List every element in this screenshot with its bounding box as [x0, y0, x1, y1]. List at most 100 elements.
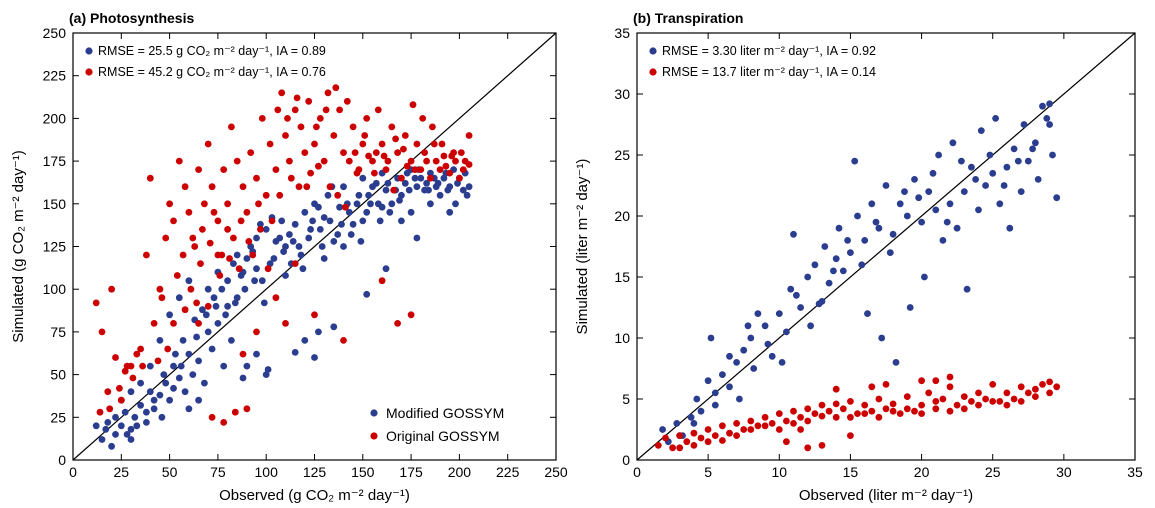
data-point [1014, 157, 1022, 165]
data-point [143, 251, 150, 259]
data-point [239, 374, 247, 382]
data-point [868, 407, 876, 415]
data-point [189, 371, 197, 378]
data-point [423, 157, 430, 165]
data-point [231, 299, 239, 307]
data-point [977, 127, 985, 134]
data-point [104, 388, 112, 396]
identity-line [72, 32, 557, 461]
x-tick-label: 35 [1127, 464, 1143, 480]
data-point [761, 413, 769, 421]
data-point [935, 151, 942, 159]
data-point [357, 238, 365, 245]
data-point [133, 422, 141, 430]
data-point [861, 237, 869, 244]
data-point [889, 230, 897, 238]
data-point [204, 302, 212, 310]
data-point [181, 183, 189, 191]
data-point [230, 260, 237, 267]
data-point [989, 381, 997, 388]
y-axis-label: Simulated (g CO₂ m⁻² day⁻¹) [10, 150, 27, 343]
data-point [407, 157, 415, 165]
data-point [220, 362, 228, 370]
data-point [448, 152, 456, 160]
data-point [253, 174, 260, 182]
data-point [262, 191, 270, 199]
data-point [918, 218, 925, 226]
data-point [320, 157, 328, 165]
data-point [400, 145, 407, 153]
series-modified [92, 166, 473, 450]
data-point [330, 238, 338, 245]
data-point [432, 157, 440, 165]
data-point [733, 432, 740, 439]
data-point [442, 162, 450, 170]
data-point [413, 183, 421, 191]
data-point [340, 337, 347, 344]
x-tick-label: 25 [114, 464, 130, 480]
data-point [434, 179, 442, 187]
data-point [398, 174, 405, 182]
data-point [711, 401, 719, 409]
data-point [146, 174, 154, 182]
data-point [958, 157, 965, 165]
data-point [932, 206, 940, 214]
data-point [127, 425, 135, 433]
data-point [150, 396, 158, 404]
data-point [452, 200, 459, 208]
data-point [903, 212, 911, 220]
data-point [222, 311, 230, 319]
data-point [293, 94, 301, 102]
data-point [790, 230, 797, 238]
y-tick-label: 10 [614, 330, 630, 346]
data-point [276, 191, 284, 199]
data-point [851, 157, 859, 165]
series-original [654, 373, 1061, 452]
data-point [270, 255, 278, 262]
data-point [253, 265, 260, 273]
x-tick-label: 25 [985, 464, 1001, 480]
data-point [257, 226, 264, 233]
data-point [1046, 100, 1053, 108]
data-point [932, 405, 940, 413]
data-point [206, 239, 214, 247]
data-point [241, 285, 249, 293]
data-point [311, 354, 318, 361]
data-point [854, 212, 861, 220]
data-point [170, 384, 177, 392]
data-point [257, 220, 264, 228]
data-point [193, 299, 201, 307]
data-point [220, 419, 228, 426]
data-point [446, 169, 454, 177]
data-point [274, 106, 282, 114]
data-point [367, 200, 374, 208]
data-point [775, 310, 783, 317]
stat-text: RMSE = 3.30 liter m⁻² day⁻¹, IA = 0.92 [662, 44, 876, 58]
x-tick-label: 0 [633, 464, 641, 480]
data-point [137, 379, 145, 387]
data-point [783, 438, 790, 446]
series-original [92, 84, 473, 426]
data-point [875, 395, 883, 403]
data-point [465, 132, 473, 139]
data-point [258, 277, 266, 285]
data-point [197, 260, 204, 267]
y-tick-label: 20 [614, 208, 630, 224]
data-point [338, 220, 345, 228]
stat-text: RMSE = 45.2 g CO₂ m⁻² day⁻¹, IA = 0.76 [98, 65, 326, 79]
data-point [1010, 145, 1018, 153]
data-point [108, 285, 115, 293]
data-point [175, 294, 183, 302]
data-point [305, 234, 313, 242]
data-point [411, 174, 419, 182]
data-point [374, 106, 382, 114]
data-point [1017, 188, 1025, 196]
data-point [382, 265, 390, 273]
y-tick-label: 50 [50, 367, 66, 383]
data-point [659, 426, 666, 433]
data-point [315, 203, 322, 211]
data-point [704, 426, 712, 433]
data-point [195, 357, 203, 365]
data-point [939, 395, 947, 403]
data-point [662, 434, 669, 442]
